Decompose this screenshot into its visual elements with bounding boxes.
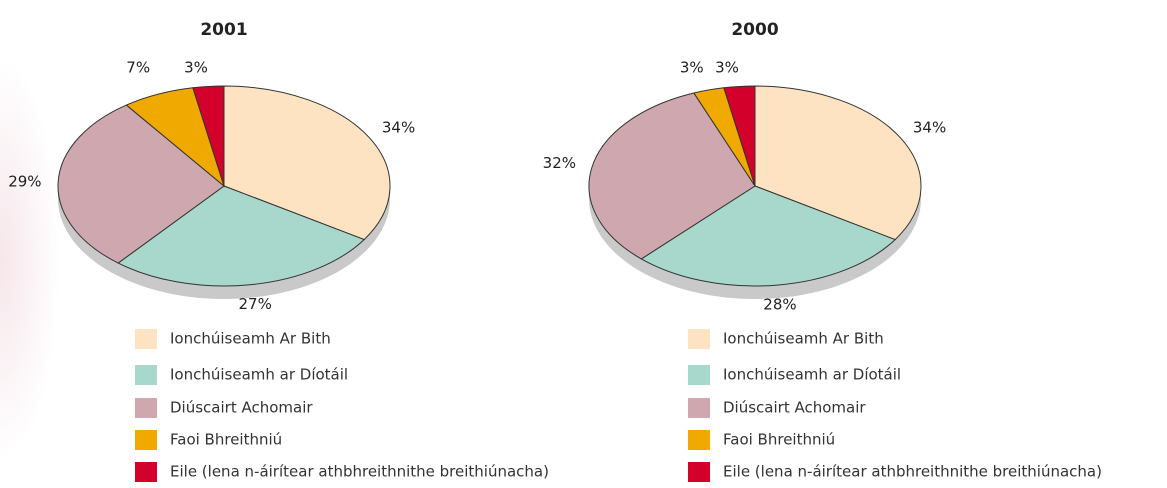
data-label: 32% (543, 154, 576, 172)
legend-label: Diúscairt Achomair (170, 399, 313, 417)
legend-label: Ionchúiseamh ar Díotáil (723, 366, 901, 384)
pie-slice (588, 92, 756, 260)
legend-label: Eile (lena n-áirítear athbhreithnithe br… (170, 463, 549, 481)
data-label: 29% (8, 173, 41, 191)
legend-label: Ionchúiseamh ar Díotáil (170, 366, 348, 384)
pie-slice (57, 104, 225, 264)
legend-swatch (135, 462, 157, 482)
data-label: 7% (126, 59, 150, 77)
legend-label: Faoi Bhreithniú (170, 431, 282, 449)
legend-swatch (135, 329, 157, 349)
chart-title: 2001 (200, 20, 247, 40)
legend-swatch (688, 462, 710, 482)
legend-swatch (135, 430, 157, 450)
legend-label: Ionchúiseamh Ar Bith (723, 330, 884, 348)
legend-swatch (688, 329, 710, 349)
legend-label: Eile (lena n-áirítear athbhreithnithe br… (723, 463, 1102, 481)
legend-swatch (688, 430, 710, 450)
legend-label: Ionchúiseamh Ar Bith (170, 330, 331, 348)
legend-label: Faoi Bhreithniú (723, 431, 835, 449)
data-label: 34% (913, 119, 946, 137)
data-label: 34% (382, 119, 415, 137)
legend-swatch (688, 398, 710, 418)
data-label: 28% (763, 296, 796, 314)
pie-slice (723, 85, 756, 187)
legend-label: Diúscairt Achomair (723, 399, 866, 417)
legend-swatch (135, 365, 157, 385)
data-label: 27% (238, 295, 271, 313)
legend-swatch (135, 398, 157, 418)
data-label: 3% (715, 59, 739, 77)
legend-swatch (688, 365, 710, 385)
pie-slice (117, 185, 366, 287)
pie-slice (192, 85, 225, 187)
chart-title: 2000 (731, 20, 778, 40)
data-label: 3% (184, 59, 208, 77)
pie-slice (223, 85, 391, 241)
pie-slice (754, 85, 922, 241)
pie-slice (640, 185, 897, 287)
data-label: 3% (680, 59, 704, 77)
